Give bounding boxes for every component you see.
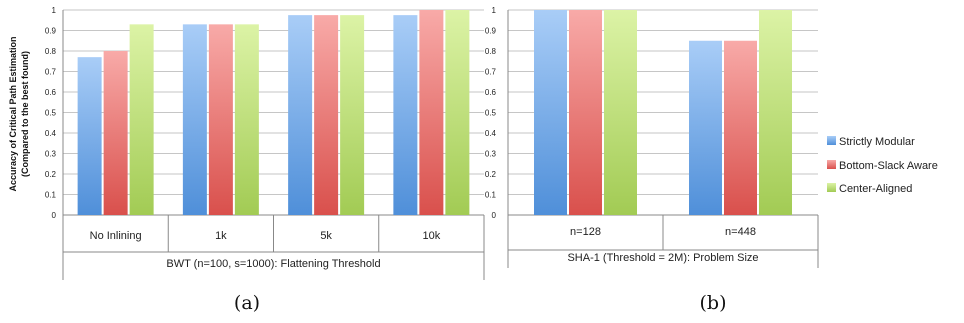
y-tick-label: 0.3 xyxy=(45,150,57,159)
y-tick-label: 0 xyxy=(492,211,497,220)
bar-bottom-slack-aware-5k xyxy=(314,15,339,215)
y-tick-label: 0.9 xyxy=(45,27,57,36)
y-tick-label: 0.6 xyxy=(485,88,497,97)
bar-strictly-modular-1k xyxy=(182,24,207,215)
y-tick-label: 0.4 xyxy=(485,129,497,138)
subfigure-label-b: (b) xyxy=(700,292,727,314)
chart-legend: Strictly Modular Bottom-Slack Aware Cent… xyxy=(827,136,938,195)
bar-center-aligned-1k xyxy=(234,24,259,215)
y-tick-label: 0.7 xyxy=(485,68,497,77)
y-tick-label: 0.8 xyxy=(45,47,57,56)
bar-strictly-modular-10k xyxy=(393,15,418,215)
x-category-label: n=128 xyxy=(570,226,601,238)
bar-bottom-slack-aware-n-448 xyxy=(724,40,757,215)
y-tick-label: 0.6 xyxy=(45,88,57,97)
x-category-label: No Inlining xyxy=(90,230,142,242)
x-category-label: 5k xyxy=(320,230,332,242)
y-tick-label: 0.3 xyxy=(485,150,497,159)
subfigure-label-a: (a) xyxy=(234,292,260,314)
x-category-label: 1k xyxy=(215,230,227,242)
bar-bottom-slack-aware-no-inlining xyxy=(103,51,128,215)
bar-bottom-slack-aware-10k xyxy=(419,10,444,215)
chart-panel-b: 0 0.1 0.2 0.3 0.4 0.5 0.6 0.7 0.8 0.9 1 n=128 n=448 S… xyxy=(485,6,819,268)
y-tick-label: 0.2 xyxy=(485,170,497,179)
y-tick-label: 0.1 xyxy=(45,191,57,200)
bar-strictly-modular-n-448 xyxy=(689,40,722,215)
chart-panel-a: 0 0.1 0.2 0.3 0.4 0.5 0.6 0.7 0.8 0.9 1 No Inlining… xyxy=(45,6,485,280)
bar-center-aligned-no-inlining xyxy=(129,24,154,215)
y-tick-label: 0.4 xyxy=(45,129,57,138)
legend-label-strictly-modular: Strictly Modular xyxy=(839,136,915,148)
x-category-label: n=448 xyxy=(725,226,756,238)
y-tick-label: 0.5 xyxy=(45,109,57,118)
x-category-label: 10k xyxy=(423,230,441,242)
y-tick-label: 1 xyxy=(492,6,497,15)
bar-center-aligned-n-128 xyxy=(604,10,637,215)
y-tick-label: 1 xyxy=(52,6,57,15)
y-tick-label: 0 xyxy=(52,211,57,220)
legend-label-center-aligned: Center-Aligned xyxy=(839,183,912,195)
y-tick-label: 0.7 xyxy=(45,68,57,77)
legend-swatch-center-aligned xyxy=(827,183,836,192)
x-axis-title: BWT (n=100, s=1000): Flattening Threshol… xyxy=(166,258,380,270)
x-axis-title: SHA-1 (Threshold = 2M): Problem Size xyxy=(567,252,758,264)
y-axis-label-line1: Accuracy of Critical Path Estimation xyxy=(8,36,18,191)
y-tick-label: 0.8 xyxy=(485,47,497,56)
bar-center-aligned-10k xyxy=(445,10,470,215)
y-tick-label: 0.1 xyxy=(485,191,497,200)
y-tick-label: 0.5 xyxy=(485,109,497,118)
legend-swatch-bottom-slack-aware xyxy=(827,160,836,169)
bar-bottom-slack-aware-n-128 xyxy=(569,10,602,215)
bar-center-aligned-5k xyxy=(340,15,365,215)
bar-strictly-modular-n-128 xyxy=(534,10,567,215)
y-tick-label: 0.2 xyxy=(45,170,57,179)
y-tick-label: 0.9 xyxy=(485,27,497,36)
bar-bottom-slack-aware-1k xyxy=(208,24,233,215)
y-axis-label-line2: (Compared to the best found) xyxy=(20,51,30,177)
bar-center-aligned-n-448 xyxy=(759,10,792,215)
legend-swatch-strictly-modular xyxy=(827,136,836,145)
bar-strictly-modular-5k xyxy=(288,15,313,215)
legend-label-bottom-slack-aware: Bottom-Slack Aware xyxy=(839,160,938,172)
bar-strictly-modular-no-inlining xyxy=(77,57,102,216)
